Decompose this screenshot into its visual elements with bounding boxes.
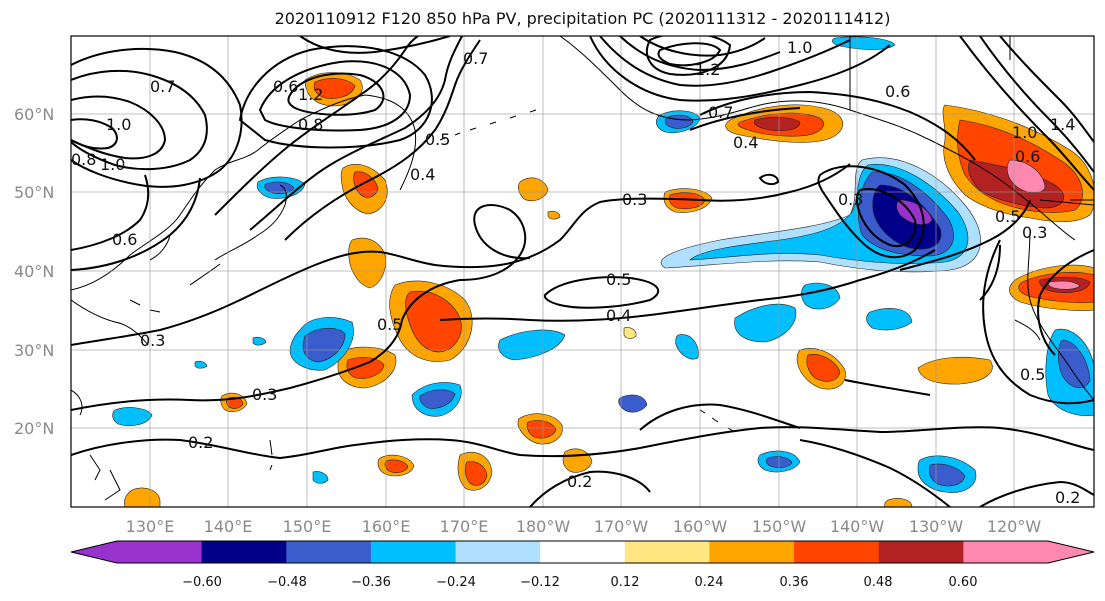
colorbar-tick-label: −0.24: [436, 575, 476, 590]
colorbar-segment: [624, 541, 711, 563]
contour-label: 0.3: [838, 190, 863, 209]
lon-label: 150°E: [283, 517, 332, 536]
colorbar-segment: [540, 541, 626, 563]
contour-label: 1.0: [787, 38, 812, 57]
colorbar: [70, 540, 1095, 564]
latitude-labels: 20°N 30°N 40°N 50°N 60°N: [14, 105, 54, 438]
lat-label: 50°N: [14, 183, 54, 202]
colorbar-tick-label: 0.24: [695, 575, 724, 590]
colorbar-tick-label: −0.36: [351, 575, 391, 590]
lon-label: 160°E: [362, 517, 411, 536]
contour-label: 0.8: [71, 150, 96, 169]
lon-label: 170°E: [440, 517, 489, 536]
colorbar-tick-label: −0.12: [520, 575, 560, 590]
map-title: 2020110912 F120 850 hPa PV, precipitatio…: [274, 9, 891, 28]
colorbar-segment: [370, 541, 457, 563]
colorbar-tick-label: 0.60: [949, 575, 978, 590]
contour-label: 1.2: [695, 60, 720, 79]
colorbar-tick-label: −0.48: [267, 575, 307, 590]
colorbar-tick-labels: −0.60 −0.48 −0.36 −0.24 −0.12 0.12 0.24 …: [182, 575, 977, 590]
contour-labels: 1.0 0.7 1.2 1.2 0.8 0.6 0.7 1.0 0.8 0.5 …: [71, 38, 1080, 507]
colorbar-extension-min: [71, 541, 117, 563]
colorbar-tick-label: 0.48: [864, 575, 893, 590]
lon-label: 170°W: [594, 517, 649, 536]
contour-label: 0.6: [112, 230, 137, 249]
contour-label: 0.4: [410, 165, 435, 184]
lat-label: 40°N: [14, 262, 54, 281]
lat-label: 30°N: [14, 341, 54, 360]
contour-label: 1.0: [1012, 123, 1037, 142]
contour-label: 1.4: [1050, 115, 1075, 134]
colorbar-segment: [878, 541, 964, 563]
contour-label: 0.5: [425, 130, 450, 149]
contour-label: 0.4: [606, 306, 631, 325]
map-frame: [70, 35, 1095, 508]
lat-label: 20°N: [14, 419, 54, 438]
lon-label: 140°W: [830, 517, 885, 536]
contour-label: 0.5: [377, 315, 402, 334]
map-area: [71, 36, 1094, 507]
contour-label: 0.6: [885, 82, 910, 101]
contour-label: 0.2: [567, 472, 592, 491]
lon-label: 130°W: [909, 517, 964, 536]
lon-label: 140°E: [204, 517, 253, 536]
colorbar-segment: [286, 541, 372, 563]
colorbar-tick-label: −0.60: [182, 575, 222, 590]
contour-label: 0.7: [463, 49, 488, 68]
contour-label: 0.2: [188, 433, 213, 452]
contour-label: 0.8: [298, 115, 323, 134]
colorbar-outline: [70, 540, 1095, 564]
colorbar-tick-label: 0.36: [780, 575, 809, 590]
contour-label: 0.7: [708, 103, 733, 122]
contour-label: 0.5: [995, 207, 1020, 226]
contour-label: 0.2: [1055, 488, 1080, 507]
colorbar-extension-max: [1048, 541, 1094, 563]
contour-label: 0.6: [273, 77, 298, 96]
colorbar-segment: [117, 541, 203, 563]
contour-label: 0.5: [1020, 365, 1045, 384]
colorbar-segment: [963, 541, 1049, 563]
lon-label: 130°E: [126, 517, 175, 536]
contour-label: 1.0: [100, 155, 125, 174]
lon-label: 150°W: [752, 517, 807, 536]
lat-label: 60°N: [14, 105, 54, 124]
colorbar-segment: [455, 541, 541, 563]
contour-label: 1.0: [106, 115, 131, 134]
contour-label: 0.4: [733, 133, 758, 152]
coastlines: [71, 36, 1094, 501]
colorbar-segment: [794, 541, 880, 563]
contour-label: 0.6: [1015, 147, 1040, 166]
longitude-labels: 130°E 140°E 150°E 160°E 170°E 180°W 170°…: [126, 517, 1042, 536]
colorbar-tick-label: 0.12: [611, 575, 640, 590]
contour-label: 0.7: [150, 77, 175, 96]
lon-label: 120°W: [987, 517, 1042, 536]
contour-label: 0.3: [622, 190, 647, 209]
precipitation-shading: [112, 36, 1094, 507]
contour-label: 0.3: [140, 331, 165, 350]
contour-label: 0.3: [1022, 223, 1047, 242]
contour-label: 0.5: [606, 270, 631, 289]
contour-label: 0.3: [252, 385, 277, 404]
contour-label: 1.2: [298, 85, 323, 104]
lon-label: 180°W: [516, 517, 571, 536]
pv-contours: [71, 36, 1094, 507]
colorbar-segment: [201, 541, 287, 563]
lon-label: 160°W: [673, 517, 728, 536]
colorbar-segment: [709, 541, 795, 563]
